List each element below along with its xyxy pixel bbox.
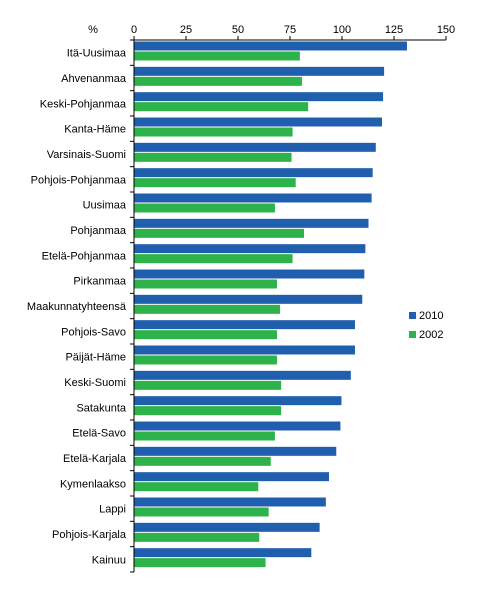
- bar-2010: [134, 66, 385, 76]
- bar-2010: [134, 117, 383, 127]
- bar-2002: [134, 456, 271, 466]
- x-tick-label: 100: [333, 24, 351, 36]
- x-tick-label: 25: [180, 24, 192, 36]
- x-axis-tick-labels: 0 25 50 75 100 125 150: [131, 24, 455, 36]
- x-tick-label: 150: [437, 24, 455, 36]
- bar-2010: [134, 370, 351, 380]
- bar-2002: [134, 482, 259, 492]
- bar-2002: [134, 558, 266, 568]
- bar-2010: [134, 396, 342, 406]
- bar-2010: [134, 92, 384, 102]
- unit-label: %: [88, 24, 98, 36]
- category-label: Päijät-Häme: [65, 352, 126, 364]
- category-label: Itä-Uusimaa: [67, 48, 127, 60]
- bar-2002: [134, 51, 300, 61]
- category-label: Lappi: [99, 504, 126, 516]
- category-label: Ahvenanmaa: [61, 73, 127, 85]
- x-tick-label: 125: [385, 24, 403, 36]
- bar-2010: [134, 269, 365, 279]
- bar-2002: [134, 102, 309, 112]
- x-tick-label: 0: [131, 24, 137, 36]
- axes: [130, 36, 447, 573]
- bar-2002: [134, 406, 282, 416]
- bars: [134, 41, 407, 568]
- category-label: Etelä-Pohjanmaa: [42, 250, 127, 262]
- category-labels: Itä-Uusimaa Ahvenanmaa Keski-Pohjanmaa Kant…: [27, 48, 127, 567]
- bar-2002: [134, 178, 296, 188]
- category-label: Etelä-Karjala: [63, 453, 127, 465]
- bar-2010: [134, 522, 320, 532]
- bar-2002: [134, 203, 275, 213]
- category-label: Pohjois-Karjala: [52, 529, 127, 541]
- bar-2010: [134, 345, 355, 355]
- bar-2002: [134, 380, 282, 390]
- legend-swatch-2002: [409, 331, 416, 338]
- bar-2002: [134, 532, 260, 542]
- bar-2010: [134, 446, 337, 456]
- bar-2010: [134, 41, 407, 51]
- bar-2010: [134, 320, 355, 330]
- category-label: Uusimaa: [83, 200, 127, 212]
- bar-2002: [134, 254, 293, 264]
- category-label: Kymenlaakso: [60, 478, 126, 490]
- legend-swatch-2010: [409, 312, 416, 319]
- category-label: Varsinais-Suomi: [47, 149, 126, 161]
- bar-2010: [134, 497, 326, 507]
- bar-2010: [134, 168, 373, 178]
- bar-2002: [134, 279, 277, 289]
- x-tick-label: 75: [284, 24, 296, 36]
- category-label: Pirkanmaa: [73, 276, 126, 288]
- category-label: Kainuu: [92, 554, 126, 566]
- bar-2010: [134, 218, 369, 228]
- bar-2010: [134, 294, 363, 304]
- category-label: Pohjanmaa: [70, 225, 127, 237]
- bar-2010: [134, 193, 372, 203]
- bar-2010: [134, 142, 376, 152]
- bar-2010: [134, 472, 329, 482]
- bar-2002: [134, 355, 277, 365]
- bar-2010: [134, 548, 312, 558]
- legend-label-2010: 2010: [419, 310, 443, 322]
- bar-2002: [134, 152, 292, 162]
- bar-2002: [134, 304, 281, 314]
- category-label: Satakunta: [76, 402, 126, 414]
- legend-label-2002: 2002: [419, 329, 443, 341]
- bar-2002: [134, 127, 293, 137]
- category-label: Maakunnatyhteensä: [27, 301, 127, 313]
- category-label: Keski-Suomi: [64, 377, 126, 389]
- bar-2010: [134, 244, 366, 254]
- category-label: Pohjois-Pohjanmaa: [31, 174, 127, 186]
- category-label: Pohjois-Savo: [61, 326, 126, 338]
- category-label: Etelä-Savo: [72, 428, 126, 440]
- category-label: Keski-Pohjanmaa: [40, 98, 127, 110]
- bar-2002: [134, 76, 302, 86]
- category-label: Kanta-Häme: [64, 124, 126, 136]
- bar-2002: [134, 330, 277, 340]
- x-tick-label: 50: [232, 24, 244, 36]
- legend: 2010 2002: [409, 310, 443, 341]
- bar-2002: [134, 228, 305, 238]
- bar-2002: [134, 431, 275, 441]
- bar-2010: [134, 421, 341, 431]
- bar-2002: [134, 507, 269, 517]
